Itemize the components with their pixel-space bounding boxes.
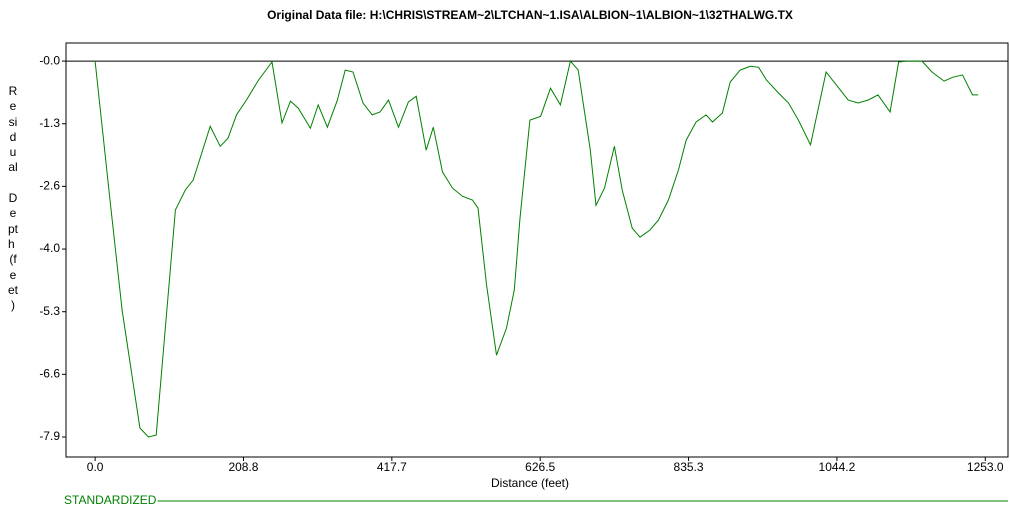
y-axis-label: Residual Depth (feet)	[8, 84, 19, 313]
legend-label: STANDARDIZED	[64, 493, 157, 507]
x-tick-label: 1253.0	[967, 460, 1004, 474]
y-tick-label: -6.6	[39, 367, 60, 381]
y-tick-label: -1.3	[39, 116, 60, 130]
y-tick-label: -0.0	[39, 53, 60, 67]
y-tick-label: -7.9	[39, 429, 60, 443]
y-tick-label: -2.6	[39, 179, 60, 193]
chart-title: Original Data file: H:\CHRIS\STREAM~2\LT…	[267, 8, 793, 22]
x-tick-label: 835.3	[674, 460, 704, 474]
y-tick-label: -5.3	[39, 304, 60, 318]
x-tick-label: 417.7	[377, 460, 407, 474]
y-tick-label: -4.0	[39, 241, 60, 255]
plot-frame	[65, 42, 1009, 458]
x-tick-label: 1044.2	[819, 460, 856, 474]
x-tick-label: 626.5	[525, 460, 555, 474]
x-axis-label: Distance (feet)	[491, 476, 569, 490]
x-tick-label: 208.8	[228, 460, 258, 474]
x-tick-label: 0.0	[87, 460, 104, 474]
data-line	[94, 60, 979, 438]
